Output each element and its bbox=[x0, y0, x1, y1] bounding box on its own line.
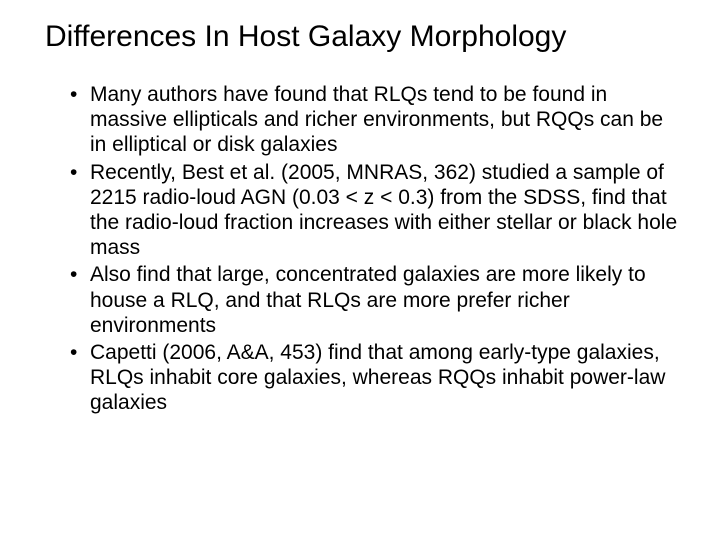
list-item: Recently, Best et al. (2005, MNRAS, 362)… bbox=[70, 160, 680, 261]
slide-title: Differences In Host Galaxy Morphology bbox=[45, 20, 680, 54]
list-item: Also find that large, concentrated galax… bbox=[70, 262, 680, 338]
bullet-list: Many authors have found that RLQs tend t… bbox=[40, 82, 680, 415]
list-item: Capetti (2006, A&A, 453) find that among… bbox=[70, 340, 680, 416]
list-item: Many authors have found that RLQs tend t… bbox=[70, 82, 680, 158]
